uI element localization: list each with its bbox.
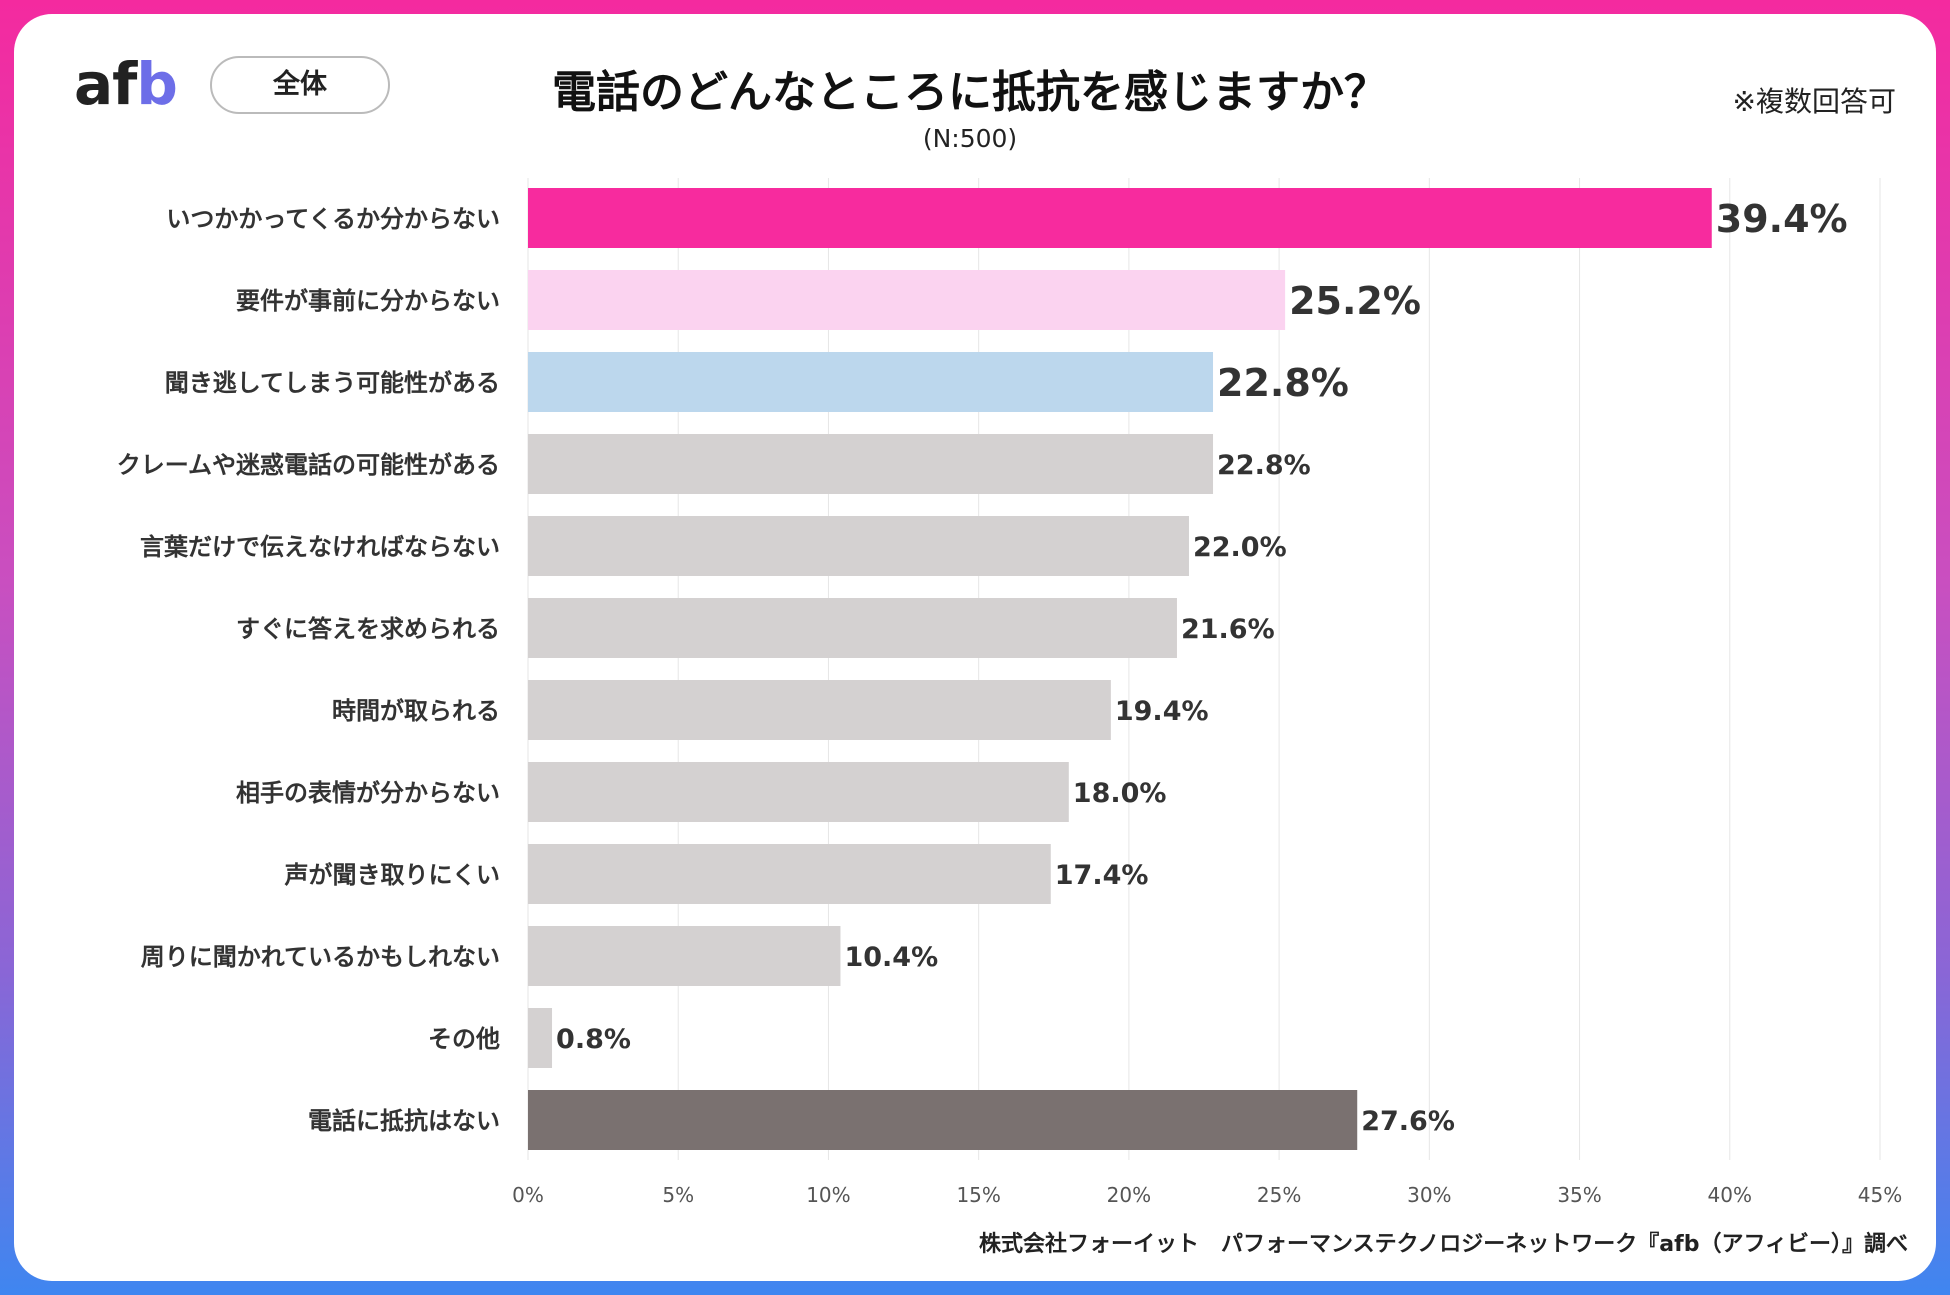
value-label: 27.6% (1361, 1106, 1455, 1137)
category-label: その他 (428, 1025, 500, 1053)
value-label: 10.4% (844, 942, 938, 973)
category-label: いつかかってくるか分からない (166, 205, 500, 233)
bar (528, 598, 1177, 658)
category-label: 言葉だけで伝えなければならない (140, 533, 500, 561)
x-tick-label: 25% (1257, 1183, 1301, 1207)
value-label: 0.8% (556, 1024, 631, 1055)
segment-badge: 全体 (210, 56, 390, 114)
x-tick-label: 10% (806, 1183, 850, 1207)
bar (528, 1090, 1358, 1150)
x-tick-label: 15% (956, 1183, 1000, 1207)
category-label: クレームや迷惑電話の可能性がある (117, 451, 500, 479)
bar (528, 762, 1069, 822)
chart-subtitle: (N:500) (922, 124, 1018, 153)
bar (528, 680, 1111, 740)
value-label: 19.4% (1115, 696, 1209, 727)
x-tick-label: 0% (512, 1183, 544, 1207)
value-label: 22.0% (1193, 532, 1287, 563)
multiple-answer-note: ※複数回答可 (1732, 85, 1896, 118)
value-label: 22.8% (1217, 361, 1349, 405)
bar (528, 844, 1051, 904)
value-label: 25.2% (1289, 279, 1421, 323)
value-label: 17.4% (1055, 860, 1149, 891)
value-label: 21.6% (1181, 614, 1275, 645)
category-label: すぐに答えを求められる (236, 615, 500, 643)
bar (528, 352, 1214, 412)
bar (528, 188, 1712, 248)
x-tick-label: 35% (1557, 1183, 1601, 1207)
bar (528, 434, 1214, 494)
source-credit: 株式会社フォーイット パフォーマンステクノロジーネットワーク『afb（アフィビー… (979, 1232, 1908, 1257)
bar (528, 1008, 553, 1068)
category-label: 要件が事前に分からない (236, 287, 500, 315)
bar (528, 516, 1189, 576)
x-tick-label: 30% (1407, 1183, 1451, 1207)
x-tick-label: 5% (662, 1183, 694, 1207)
bar (528, 270, 1286, 330)
value-label: 39.4% (1716, 197, 1848, 241)
category-label: 時間が取られる (332, 697, 500, 725)
value-label: 18.0% (1073, 778, 1167, 809)
chart-title: 電話のどんなところに抵抗を感じますか？ (552, 67, 1388, 118)
afb-logo: afb (74, 50, 178, 118)
category-label: 声が聞き取りにくい (283, 861, 500, 889)
value-label: 22.8% (1217, 450, 1311, 481)
bar (528, 926, 841, 986)
category-label: 電話に抵抗はない (308, 1107, 500, 1135)
category-label: 聞き逃してしまう可能性がある (165, 369, 500, 397)
category-label: 相手の表情が分からない (236, 779, 500, 807)
x-tick-label: 20% (1107, 1183, 1151, 1207)
x-tick-label: 40% (1708, 1183, 1752, 1207)
category-label: 周りに聞かれているかもしれない (141, 943, 500, 971)
x-tick-label: 45% (1858, 1183, 1902, 1207)
